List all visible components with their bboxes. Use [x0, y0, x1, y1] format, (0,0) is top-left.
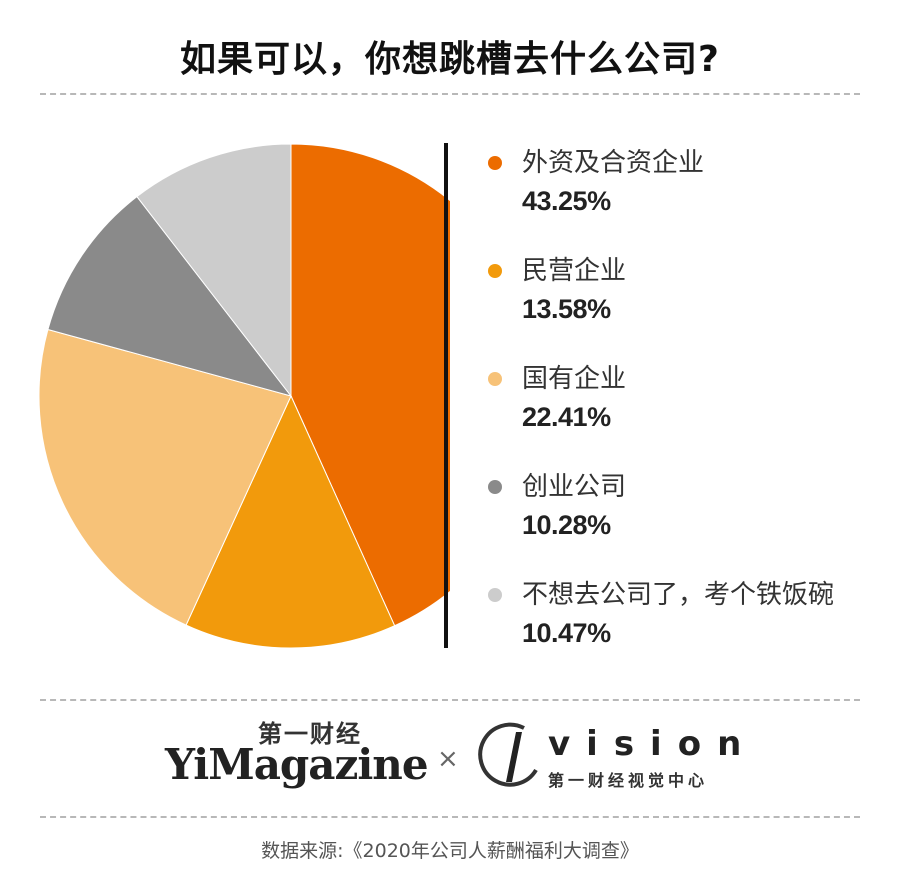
yimagazine-cn-logo: 第一财经: [258, 720, 362, 748]
legend-label: 外资及合资企业: [522, 148, 705, 178]
legend-label: 民营企业: [522, 256, 627, 286]
pie-chart: [38, 143, 450, 649]
pie-slice-0: [290, 143, 450, 627]
legend-item: 民营企业 13.58%: [488, 250, 888, 358]
legend-value: 43.25%: [522, 186, 611, 216]
chart-title: 如果可以，你想跳槽去什么公司?: [180, 39, 720, 80]
legend-marker: [488, 156, 502, 170]
legend-value: 10.47%: [522, 618, 611, 648]
times-icon: ×: [437, 744, 459, 774]
brand-logos: 第一财经 YiMagazine × vision 第一财经视觉中心: [0, 712, 900, 807]
chart-divider-line: [444, 143, 448, 648]
legend-marker: [488, 264, 502, 278]
legend-item: 不想去公司了，考个铁饭碗 10.47%: [488, 574, 888, 682]
legend-value: 13.58%: [522, 294, 611, 324]
pie-slice-1: [185, 394, 396, 649]
legend-value: 10.28%: [522, 510, 611, 540]
legend-label: 创业公司: [522, 472, 627, 502]
logo-top-divider: [40, 699, 860, 701]
legend-item: 创业公司 10.28%: [488, 466, 888, 574]
data-source: 数据来源:《2020年公司人薪酬福利大调查》: [261, 840, 639, 862]
pie-slice-2: [38, 328, 292, 626]
pie-chart-area: [0, 120, 450, 680]
yimagazine-logo: YiMagazine: [165, 740, 429, 789]
legend-value: 22.41%: [522, 402, 611, 432]
legend-item: 国有企业 22.41%: [488, 358, 888, 466]
legend-label: 不想去公司了，考个铁饭碗: [522, 580, 835, 610]
legend-marker: [488, 588, 502, 602]
vision-logo-icon: [478, 722, 538, 787]
legend: 外资及合资企业 43.25% 民营企业 13.58% 国有企业 22.41% 创…: [488, 142, 888, 682]
vision-logo-text: vision: [548, 724, 758, 764]
vision-logo-cn: 第一财经视觉中心: [548, 771, 709, 790]
legend-marker: [488, 480, 502, 494]
top-divider: [40, 93, 860, 95]
pie-slice-3: [47, 195, 293, 397]
pie-slice-4: [136, 143, 292, 398]
legend-item: 外资及合资企业 43.25%: [488, 142, 888, 250]
legend-marker: [488, 372, 502, 386]
legend-label: 国有企业: [522, 364, 627, 394]
bottom-divider: [40, 816, 860, 818]
